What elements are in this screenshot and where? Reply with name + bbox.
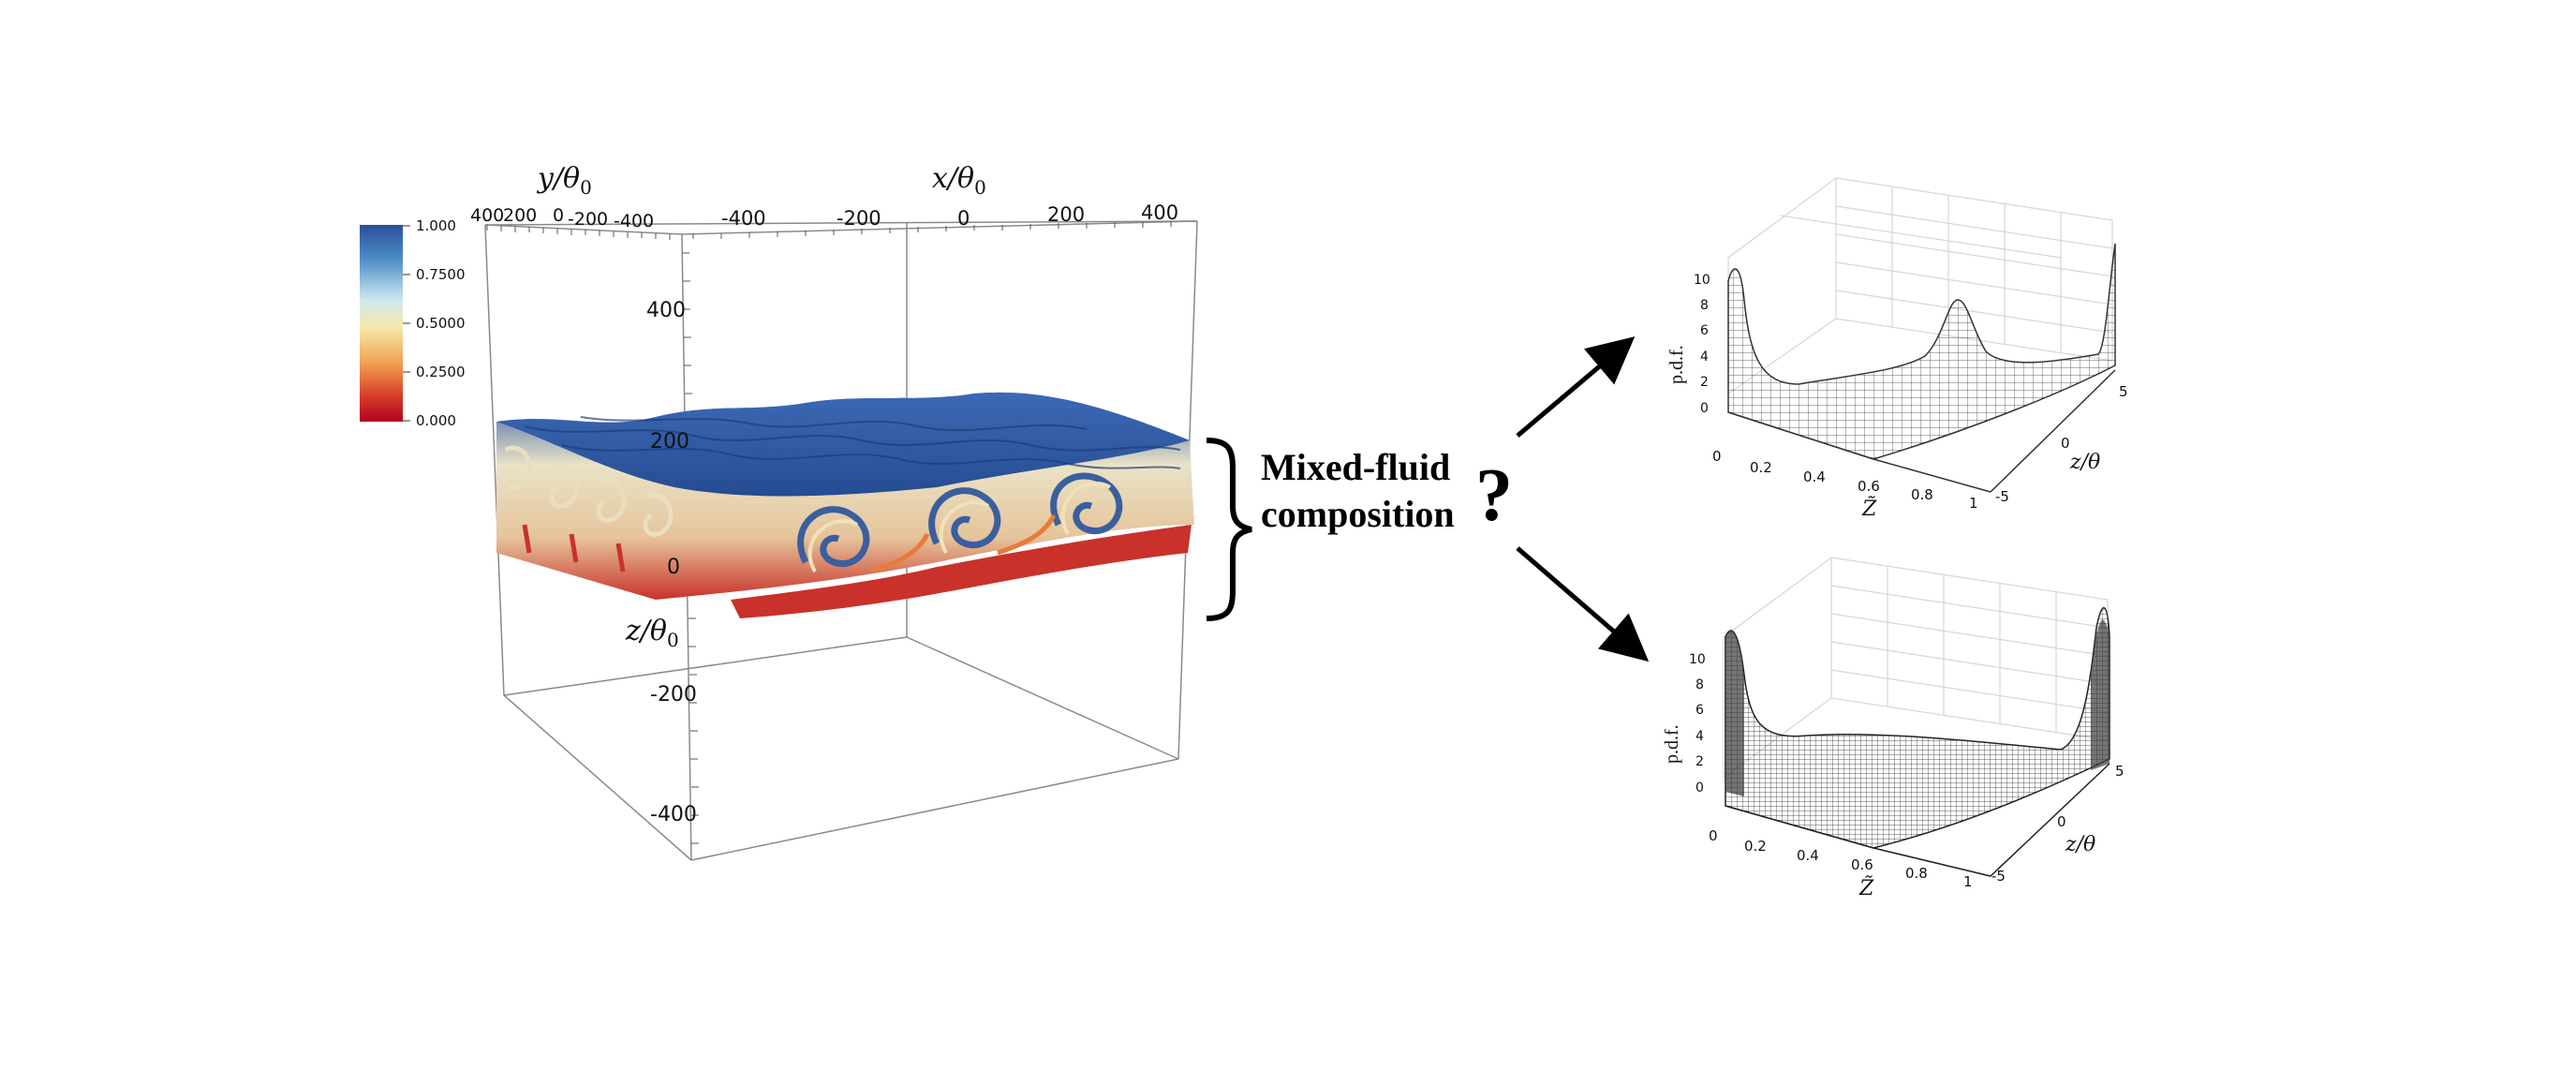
- pdf-y-tick: 4: [1700, 350, 1709, 364]
- pdf-z-tick: 5: [2115, 763, 2124, 780]
- box-edge: [906, 636, 1179, 760]
- pdf-top-y-ticks: 10 8 6 4 2 0: [1694, 273, 1710, 416]
- pdf-bottom-x-ticks: 0 0.2 0.4 0.6 0.8 1: [1709, 827, 1973, 890]
- y-tick: -200: [568, 209, 608, 230]
- box-edge: [503, 694, 692, 861]
- pdf-y-tick: 2: [1700, 375, 1709, 390]
- pdf-z-tick: -5: [1991, 868, 2006, 885]
- pdf-z-tick: 5: [2119, 383, 2128, 400]
- pdf-x-tick: 0.6: [1851, 856, 1873, 873]
- pdf-surface-plot-top: 10 8 6 4 2 0 0 0.2 0.4 0.6 0.8 1 5 0 -5 …: [1666, 177, 2128, 521]
- y-tick: 200: [503, 205, 537, 226]
- x-tick-labels: -400 -200 0 200 400: [721, 201, 1178, 230]
- pdf-y-tick: 10: [1694, 273, 1710, 288]
- pdf-y-tick: 6: [1695, 703, 1704, 718]
- pdf-bottom-z-ticks: 5 0 -5: [1991, 763, 2124, 885]
- arrow-up-icon: [1516, 336, 1636, 438]
- z-tick: 200: [650, 430, 689, 454]
- pdf-y-tick: 4: [1695, 729, 1704, 744]
- pdf-x-tick: 0.2: [1750, 459, 1772, 476]
- colorbar-gradient: [360, 225, 403, 422]
- z-tick-labels: 400 200 0 -200 -400: [646, 299, 697, 826]
- pdf-y-tick: 0: [1700, 401, 1709, 416]
- branch-arrows: [1516, 336, 1650, 662]
- box-edge: [484, 220, 1198, 235]
- pdf-xlabel: Z̃: [1861, 497, 1877, 521]
- x-tick: 400: [1141, 201, 1178, 224]
- pdf-y-tick: 8: [1700, 298, 1709, 313]
- pdf-ylabel: p.d.f.: [1662, 724, 1682, 764]
- question-mark: ?: [1475, 454, 1513, 537]
- annotation-line-1: Mixed-fluid: [1261, 446, 1450, 488]
- pdf-x-tick: 0.8: [1911, 486, 1933, 503]
- mixed-fluid-annotation: Mixed-fluid composition ?: [1206, 438, 1513, 621]
- y-axis-title: y/θ0: [536, 162, 592, 199]
- pdf-ylabel: p.d.f.: [1666, 345, 1687, 384]
- z-tick: -400: [650, 803, 697, 826]
- pdf-z-tick: -5: [1995, 488, 2009, 505]
- y-tick-labels: 400 200 0 -200 -400: [470, 205, 654, 231]
- pdf-zlabel: z/θ: [2065, 833, 2095, 856]
- pdf-z-tick: 0: [2057, 813, 2066, 830]
- pdf-top-z-ticks: 5 0 -5: [1995, 383, 2128, 505]
- pdf-y-tick: 8: [1695, 677, 1704, 692]
- pdf-x-tick: 0.8: [1905, 865, 1928, 882]
- box-edge: [690, 758, 1179, 861]
- left-axis-titles: y/θ0 x/θ0 z/θ0: [536, 162, 986, 651]
- arrow-down-icon: [1516, 546, 1650, 662]
- pdf-xlabel: Z̃: [1858, 876, 1874, 900]
- pdf-x-tick: 0.4: [1797, 847, 1819, 864]
- pdf-y-tick: 6: [1700, 323, 1709, 338]
- colorbar-tick-label: 0.2500: [416, 364, 466, 380]
- z-tick: 400: [646, 299, 686, 322]
- pdf-zlabel: z/θ: [2069, 451, 2100, 474]
- y-tick: 0: [553, 205, 564, 226]
- y-tick: -400: [614, 211, 654, 231]
- z-tick: -200: [650, 683, 697, 707]
- colorbar-tick-label: 0.5000: [416, 315, 466, 332]
- pdf-z-tick: 0: [2061, 435, 2070, 452]
- colorbar-tick-label: 1.000: [416, 217, 456, 234]
- x-tick: 200: [1047, 203, 1085, 226]
- box-edge: [503, 636, 908, 696]
- pdf-top-x-ticks: 0 0.2 0.4 0.6 0.8 1: [1712, 448, 1978, 512]
- pdf-x-tick: 0.6: [1858, 478, 1880, 495]
- mixing-layer-field: [496, 392, 1194, 618]
- y-tick: 400: [470, 205, 504, 226]
- pdf-surface-plot-bottom: 10 8 6 4 2 0 0 0.2 0.4 0.6 0.8 1 5 0 -5 …: [1662, 557, 2124, 900]
- box-edge: [484, 220, 1198, 226]
- pdf-y-tick: 10: [1689, 652, 1706, 667]
- curly-brace-icon: [1206, 438, 1252, 621]
- x-tick: -200: [836, 207, 881, 230]
- x-axis-title: x/θ0: [932, 162, 986, 199]
- pdf-x-tick: 0: [1712, 448, 1722, 465]
- pdf-x-tick: 0.4: [1803, 469, 1826, 485]
- pdf-x-tick: 0.2: [1744, 838, 1767, 855]
- colorbar-tick-label: 0.7500: [416, 266, 466, 283]
- annotation-line-2: composition: [1261, 493, 1455, 535]
- x-tick: -400: [721, 207, 766, 230]
- z-tick: 0: [667, 556, 680, 579]
- pdf-bottom-y-ticks: 10 8 6 4 2 0: [1689, 652, 1706, 796]
- colorbar: 1.000 0.7500 0.5000 0.2500 0.000: [360, 217, 466, 429]
- box-edge: [484, 224, 505, 696]
- pdf-x-tick: 0: [1709, 827, 1718, 844]
- pdf-mesh-surface: [1725, 606, 2110, 849]
- pdf-y-tick: 2: [1695, 754, 1704, 769]
- pdf-mesh-surface: [1727, 243, 2116, 460]
- pdf-y-tick: 0: [1695, 781, 1704, 796]
- colorbar-tick-label: 0.000: [416, 412, 456, 429]
- layer-bottom-red: [731, 525, 1192, 618]
- pdf-x-tick: 1: [1969, 495, 1978, 512]
- layer-top-surface: [496, 392, 1190, 497]
- pdf-x-tick: 1: [1963, 873, 1973, 890]
- z-axis-title: z/θ0: [625, 615, 679, 651]
- x-tick: 0: [957, 207, 970, 230]
